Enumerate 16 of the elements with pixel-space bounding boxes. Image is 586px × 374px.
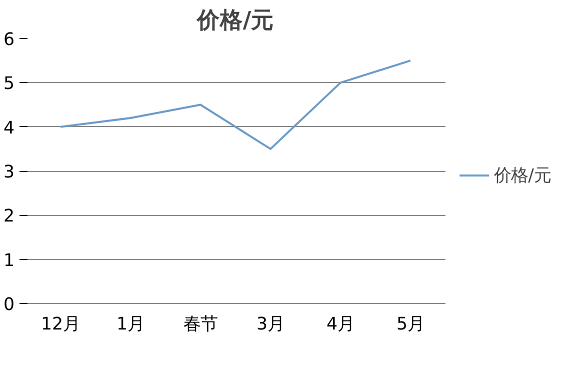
y-tick-label: 4 <box>3 118 15 138</box>
legend-label: 价格/元 <box>494 164 551 186</box>
line-series <box>60 60 412 150</box>
y-tick-label: 2 <box>3 206 15 227</box>
x-tick-label: 3月 <box>256 314 285 334</box>
y-tick-label: 0 <box>3 295 15 315</box>
x-tick-label: 5月 <box>396 314 425 334</box>
x-tick-label: 春节 <box>184 314 218 334</box>
x-tick-label: 12月 <box>40 314 80 334</box>
x-tick-label: 4月 <box>326 314 355 334</box>
chart-title: 价格/元 <box>196 8 274 34</box>
y-tick-label: 6 <box>3 30 15 50</box>
y-tick-label: 1 <box>3 250 15 271</box>
x-tick-label: 1月 <box>116 314 145 334</box>
y-tick-label: 5 <box>3 74 15 94</box>
y-tick-label: 3 <box>3 162 15 182</box>
